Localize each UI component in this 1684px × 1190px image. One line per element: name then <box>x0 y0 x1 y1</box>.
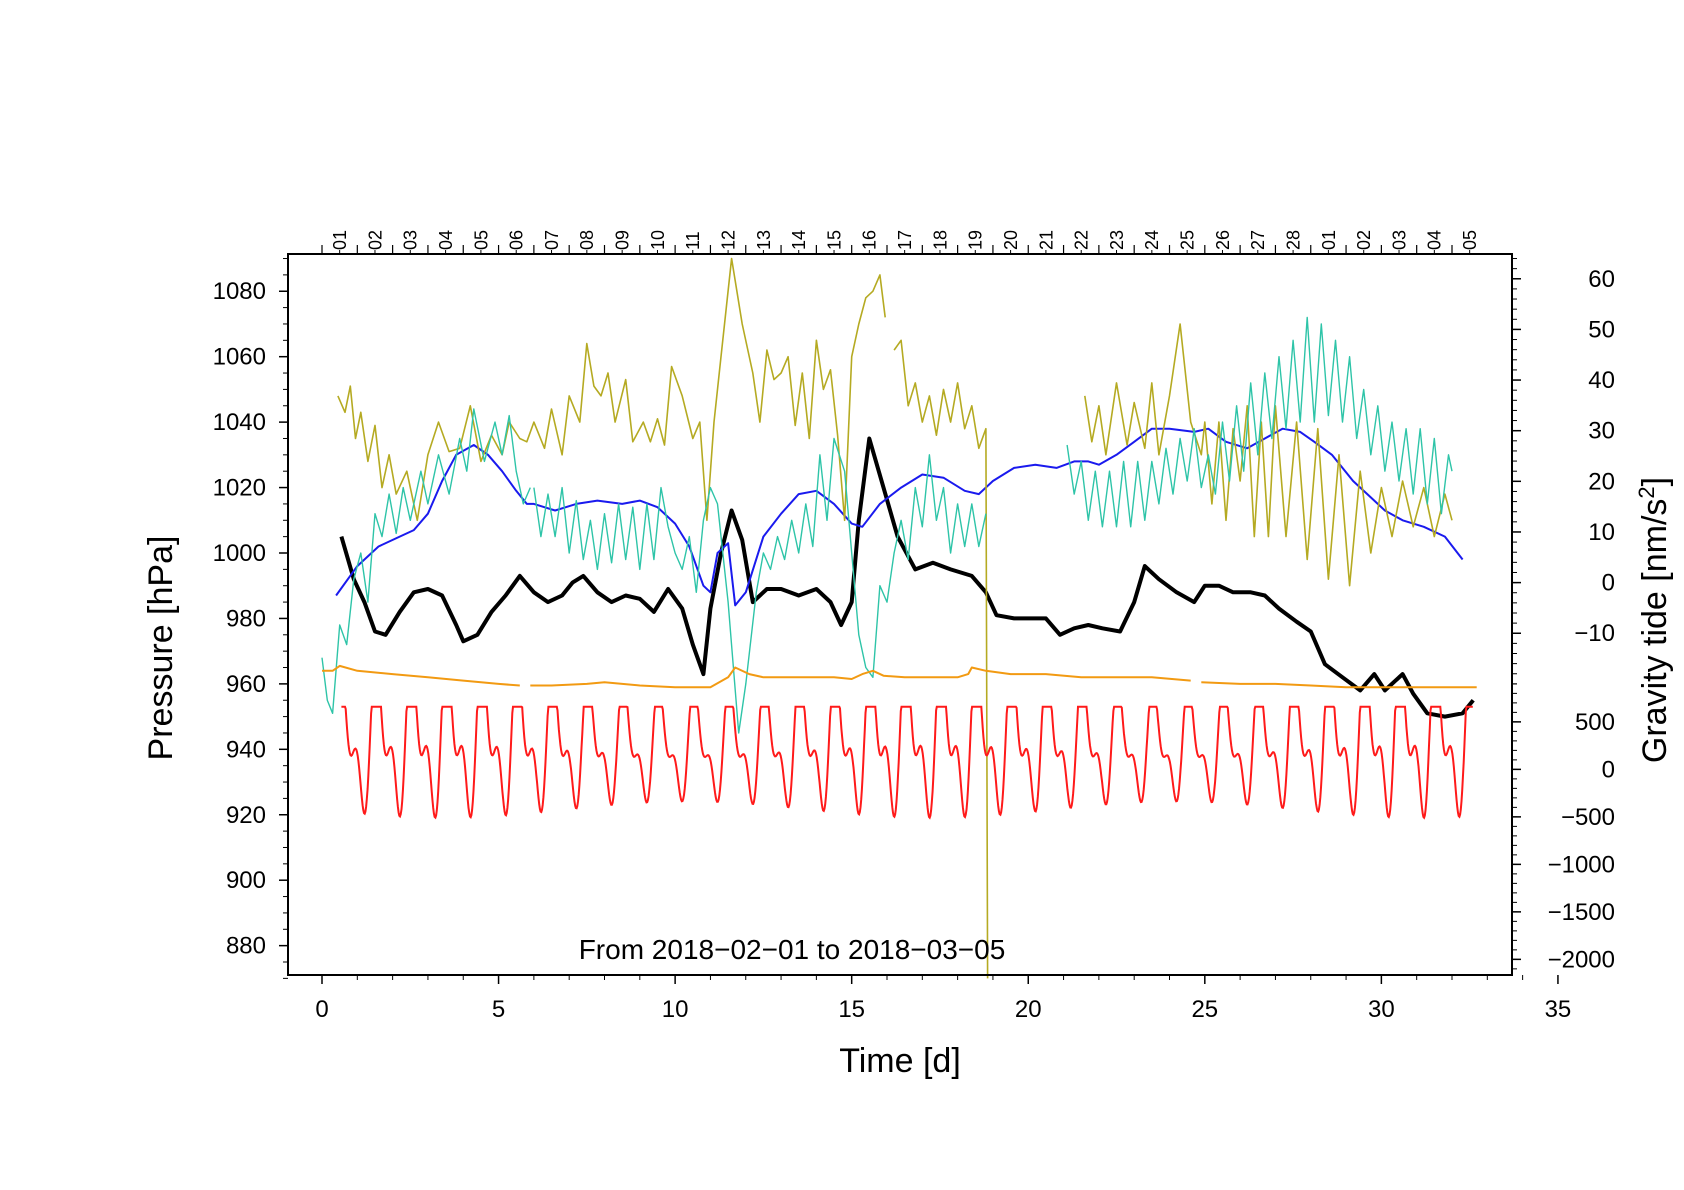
day-label: 11 <box>683 231 703 250</box>
y-tick-label-left: 900 <box>226 867 266 894</box>
y-tick-label-right: 60 <box>1588 266 1615 293</box>
plot-border <box>287 253 1513 976</box>
y-axis-title-right-text: Gravity tide [nm/s <box>1636 499 1674 764</box>
series-line <box>337 257 886 522</box>
day-label: 16 <box>860 230 880 250</box>
y-tick-label-right: −1500 <box>1548 899 1615 926</box>
series-line <box>321 408 531 714</box>
day-label: 28 <box>1283 230 1303 250</box>
day-label: 17 <box>895 230 915 250</box>
x-tick-label: 30 <box>1368 996 1395 1023</box>
x-axis-title: Time [d] <box>839 1042 961 1080</box>
day-label: 13 <box>754 230 774 250</box>
x-tick-label: 35 <box>1545 996 1572 1023</box>
y-tick-label-left: 880 <box>226 933 266 960</box>
series-line <box>1084 323 1453 587</box>
day-label: 14 <box>789 230 809 250</box>
y-axis-title-left: Pressure [hPa] <box>142 536 180 761</box>
day-label: 12 <box>718 230 738 250</box>
y-tick-label-left: 960 <box>226 671 266 698</box>
plot-lines <box>321 257 1477 979</box>
y-tick-label-left: 1000 <box>213 540 266 567</box>
y-axis-title-right: Gravity tide [nm/s2] <box>1634 477 1674 763</box>
day-label: 21 <box>1036 230 1056 250</box>
day-label: 08 <box>577 230 597 250</box>
x-tick-label: 0 <box>315 996 328 1023</box>
date-range-annotation: From 2018−02−01 to 2018−03−05 <box>579 934 1006 965</box>
day-label: 05 <box>471 230 491 250</box>
y-tick-label-left: 1080 <box>213 278 266 305</box>
y-tick-label-right: 50 <box>1588 316 1615 343</box>
y-tick-label-right: 0 <box>1602 570 1615 597</box>
day-label: 09 <box>613 230 633 250</box>
x-tick-label: 5 <box>492 996 505 1023</box>
day-label: 10 <box>648 230 668 250</box>
y-tick-label-left: 920 <box>226 802 266 829</box>
series-line <box>533 437 987 734</box>
day-label: 15 <box>824 230 844 250</box>
day-label: 25 <box>1178 230 1198 250</box>
plot-frame <box>287 253 1513 976</box>
day-label: 01 <box>330 230 350 250</box>
series-line <box>322 664 520 687</box>
y-tick-label-right: 20 <box>1588 468 1615 495</box>
day-label: 26 <box>1213 230 1233 250</box>
y-tick-label-left: 940 <box>226 736 266 763</box>
y-tick-label-right: −10 <box>1574 620 1615 647</box>
y-tick-label-right: −2000 <box>1548 946 1615 973</box>
series-line <box>1066 316 1453 528</box>
y-tick-label-right: −500 <box>1561 804 1615 831</box>
gravity-tide-series <box>341 705 1473 820</box>
day-label: 20 <box>1001 230 1021 250</box>
day-label: 03 <box>1389 230 1409 250</box>
day-label: 18 <box>930 230 950 250</box>
day-label: 19 <box>966 230 986 250</box>
series-line <box>339 436 1475 719</box>
day-label: 02 <box>1354 230 1374 250</box>
y-tick-label-right: 500 <box>1575 709 1615 736</box>
day-label: 05 <box>1460 230 1480 250</box>
day-label: 04 <box>1425 230 1445 250</box>
day-label: 02 <box>365 230 385 250</box>
series-line <box>530 666 1191 689</box>
y-tick-label-right: 0 <box>1602 756 1615 783</box>
series-line <box>1201 681 1477 689</box>
y-tick-label-right: −1000 <box>1548 851 1615 878</box>
day-label: 04 <box>436 230 456 250</box>
y-tick-label-right: 40 <box>1588 367 1615 394</box>
day-label: 06 <box>507 230 527 250</box>
y-axis-title-right-sup: 2 <box>1634 486 1659 498</box>
y-tick-label-right: 10 <box>1588 519 1615 546</box>
day-label: 23 <box>1107 230 1127 250</box>
y-tick-label-left: 1060 <box>213 344 266 371</box>
day-label: 07 <box>542 230 562 250</box>
day-label: 01 <box>1319 230 1339 250</box>
y-tick-label-left: 1040 <box>213 409 266 436</box>
y-tick-label-left: 980 <box>226 605 266 632</box>
y-axis-title-right-close: ] <box>1636 477 1674 486</box>
day-label: 27 <box>1248 230 1268 250</box>
x-tick-label: 25 <box>1191 996 1218 1023</box>
day-label: 03 <box>401 230 421 250</box>
x-tick-label: 10 <box>662 996 689 1023</box>
x-tick-label: 15 <box>838 996 865 1023</box>
y-tick-label-left: 1020 <box>213 475 266 502</box>
gravity-tide-line <box>341 705 1473 820</box>
x-tick-label: 20 <box>1015 996 1042 1023</box>
day-label: 22 <box>1072 230 1092 250</box>
day-label: 24 <box>1142 230 1162 250</box>
y-tick-label-right: 30 <box>1588 418 1615 445</box>
series-line <box>893 339 989 979</box>
